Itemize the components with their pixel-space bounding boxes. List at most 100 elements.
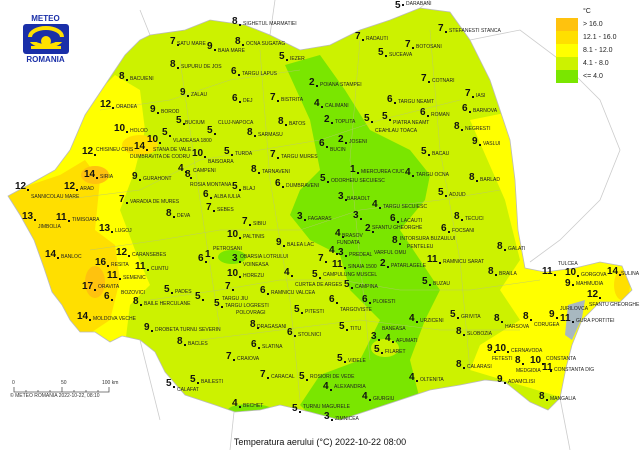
- station-dot-icon: [68, 220, 70, 222]
- station-temperature: 9: [276, 237, 282, 248]
- station-dot-icon: [231, 154, 233, 156]
- legend-label: 4.1 - 8.0: [583, 60, 609, 67]
- station-temperature: 5: [195, 291, 201, 302]
- station-temperature: 8: [232, 16, 238, 27]
- station-dot-icon: [344, 267, 346, 269]
- station-dot-icon: [94, 154, 96, 156]
- station-dot-icon: [304, 219, 306, 221]
- station-name: HARSOVA: [505, 324, 530, 330]
- station-dot-icon: [214, 49, 216, 51]
- station-name: JURILOVCA: [560, 306, 589, 312]
- station-temperature: 6: [462, 103, 468, 114]
- station-dot-icon: [34, 219, 36, 221]
- station-dot-icon: [372, 231, 374, 233]
- station-name: BAISOARA: [208, 159, 234, 165]
- station-name: SFANTU GHEORGHE: [589, 302, 640, 308]
- station-name: BOTOSANI: [416, 44, 442, 50]
- station-dot-icon: [501, 321, 503, 323]
- station-temperature: 5: [421, 146, 427, 157]
- station-name: BANEASA: [382, 326, 406, 332]
- station-dot-icon: [212, 257, 214, 259]
- station-name: BALEA LAC: [287, 242, 314, 248]
- station-temperature: 6: [231, 66, 237, 77]
- station-dot-icon: [402, 4, 404, 6]
- station-name: BUCIUM: [185, 120, 205, 126]
- station-dot-icon: [107, 265, 109, 267]
- neighbor-borders: [139, 0, 621, 450]
- station-name: CARANSEBES: [132, 252, 167, 258]
- station-dot-icon: [327, 181, 329, 183]
- station-name: BUCIN: [330, 147, 346, 153]
- station-dot-icon: [399, 243, 401, 245]
- station-dot-icon: [504, 382, 506, 384]
- station-dot-icon: [128, 255, 130, 257]
- station-temperature: 12: [64, 181, 76, 192]
- station-temperature: 4: [372, 199, 378, 210]
- station-name: VARFUL OMU: [374, 250, 407, 256]
- station-name: VARADIA DE MURES: [130, 199, 180, 205]
- station-dot-icon: [572, 284, 574, 286]
- station-name: BUZAU: [433, 281, 450, 287]
- station-dot-icon: [285, 124, 287, 126]
- zone-12-16-sulina: [614, 270, 630, 300]
- station-temperature: 10: [227, 229, 239, 240]
- station-dot-icon: [267, 293, 269, 295]
- station-name: TECUCI: [465, 216, 484, 222]
- station-temperature: 3: [297, 211, 303, 222]
- station-temperature: 9: [487, 343, 493, 354]
- station-temperature: 8: [119, 71, 125, 82]
- station-dot-icon: [346, 329, 348, 331]
- station-temperature: 10: [114, 123, 126, 134]
- station-name: BARNOVA: [473, 108, 498, 114]
- station-temperature: 14: [77, 311, 89, 322]
- station-temperature: 12: [15, 181, 27, 192]
- station-name: BACUIENI: [130, 76, 154, 82]
- station-dot-icon: [140, 304, 142, 306]
- station-temperature: 5: [312, 269, 318, 280]
- station-temperature: 10: [495, 343, 507, 354]
- zone-12-16-bihor: [122, 135, 158, 155]
- station-dot-icon: [258, 172, 260, 174]
- station-dot-icon: [185, 171, 187, 173]
- station-dot-icon: [213, 210, 215, 212]
- station-temperature: 5: [232, 181, 238, 192]
- station-name: CURTEA DE ARGES: [295, 282, 343, 288]
- station-dot-icon: [239, 189, 241, 191]
- station-temperature: 6: [319, 138, 325, 149]
- station-dot-icon: [254, 135, 256, 137]
- station-name: ADAMCLISI: [508, 379, 535, 385]
- station-dot-icon: [232, 289, 234, 291]
- station-dot-icon: [306, 379, 308, 381]
- station-dot-icon: [472, 96, 474, 98]
- station-dot-icon: [319, 277, 321, 279]
- station-name: NEGRESTI: [465, 126, 491, 132]
- station-name: TURNU MAGURELE: [303, 404, 350, 410]
- station-name: BOROD: [161, 109, 180, 115]
- station-temperature: 4: [335, 228, 341, 239]
- station-dot-icon: [378, 339, 380, 341]
- station-name: OCNA SUGATAG: [246, 41, 286, 47]
- station-name: TARGU LOGRESTI: [225, 303, 269, 309]
- station-name: CONSTANTA DIG: [554, 367, 595, 373]
- station-temperature: 5: [164, 284, 170, 295]
- station-dot-icon: [301, 312, 303, 314]
- station-temperature: 4: [178, 163, 184, 174]
- station-temperature: 6: [198, 253, 204, 264]
- station-temperature: 6: [387, 94, 393, 105]
- station-temperature: 6: [260, 285, 266, 296]
- station-temperature: 4: [385, 333, 391, 344]
- station-name: BANLOC: [61, 254, 82, 260]
- station-name: CEAHLAU TOACA: [375, 128, 418, 134]
- station-dot-icon: [205, 261, 207, 263]
- station-dot-icon: [463, 334, 465, 336]
- station-name: BATOS: [289, 121, 306, 127]
- station-name: BARAOLT: [347, 196, 370, 202]
- station-dot-icon: [439, 262, 441, 264]
- station-name: MEDGIDIA: [516, 368, 541, 374]
- zone-le4-voineasa: [218, 250, 246, 264]
- station-temperature: 5: [292, 403, 298, 414]
- station-dot-icon: [183, 123, 185, 125]
- station-temperature: 11: [560, 313, 571, 324]
- station-name: SIBIU: [253, 221, 267, 227]
- station-temperature: 4: [405, 167, 411, 178]
